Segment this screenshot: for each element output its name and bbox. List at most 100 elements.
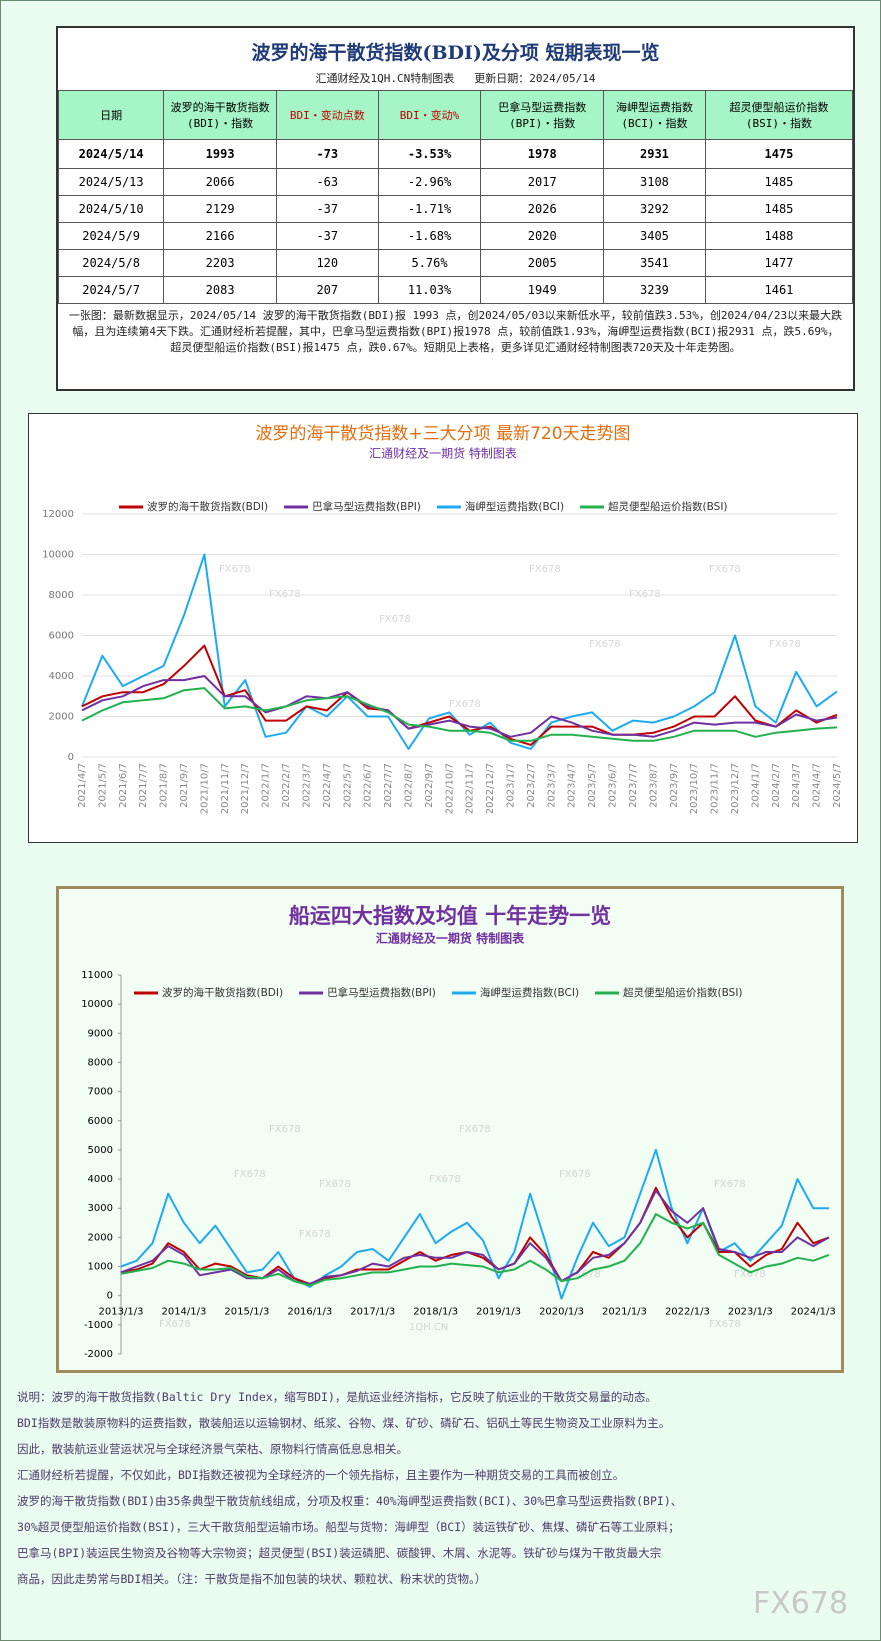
table-row: 2024/5/7 2083 207 11.03% 1949 3239 1461 [57, 276, 854, 304]
x-tick-label: 2022/9/7 [424, 763, 435, 808]
x-tick-label: 2021/9/7 [179, 763, 190, 808]
watermark: FX678 [234, 1169, 266, 1180]
x-tick-label: 2022/5/7 [342, 763, 353, 808]
table-cell: 11.03% [377, 276, 482, 304]
y-tick-label: 6000 [88, 1116, 113, 1127]
watermark: FX678 [219, 564, 251, 575]
y-tick-label: 4000 [49, 671, 74, 682]
y-tick-label: 9000 [88, 1028, 113, 1039]
table-cell: 1485 [704, 168, 854, 196]
column-header: BDI・变动点数 [275, 90, 379, 140]
y-tick-label: 4000 [88, 1174, 113, 1185]
x-tick-label: 2023/9/7 [669, 763, 680, 808]
y-tick-label: 7000 [88, 1087, 113, 1098]
x-tick-label: 2018/1/3 [413, 1307, 458, 1318]
table-cell: -63 [275, 168, 379, 196]
table-cell: 1461 [704, 276, 854, 304]
table-cell: 207 [275, 276, 379, 304]
table-cell: 2083 [163, 276, 277, 304]
table-cell: 2024/5/7 [57, 276, 165, 304]
watermark: FX678 [299, 1229, 331, 1240]
watermark: FX678 [269, 1124, 301, 1135]
note-line: 因此，散装航运业营运状况与全球经济景气荣枯、原物料行情高低息息相关。 [17, 1442, 408, 1456]
series-line [120, 1189, 830, 1285]
chart-subtitle: 汇通财经及一期货 特制图表 [369, 446, 517, 461]
watermark: FX678 [159, 1319, 191, 1330]
x-tick-label: 2022/11/7 [465, 763, 476, 814]
x-tick-label: 2023/11/7 [710, 763, 721, 814]
x-tick-label: 2023/7/7 [628, 763, 639, 808]
table-cell: -73 [275, 139, 379, 169]
y-tick-label: 0 [107, 1291, 113, 1302]
x-tick-label: 2023/4/7 [567, 763, 578, 808]
table-cell: 2931 [603, 139, 706, 169]
watermark: FX678 [319, 1179, 351, 1190]
x-tick-label: 2021/8/7 [159, 763, 170, 808]
note-line: BDI指数是散装原物料的运费指数，散装船运以运输钢材、纸浆、谷物、煤、矿砂、磷矿… [17, 1416, 671, 1430]
column-header-line: 日期 [100, 109, 123, 122]
watermark: FX678 [459, 1124, 491, 1135]
table-cell: 3239 [603, 276, 706, 304]
x-tick-label: 2022/3/7 [301, 763, 312, 808]
table-cell: 2005 [480, 249, 604, 277]
table-cell: 2129 [163, 195, 277, 223]
table-cell: 2024/5/8 [57, 249, 165, 277]
table-cell: 3541 [603, 249, 706, 277]
table-cell: 2203 [163, 249, 277, 277]
table-row: 2024/5/9 2166 -37 -1.68% 2020 3405 1488 [57, 222, 854, 250]
column-header-line: 巴拿马型运费指数 [498, 101, 587, 114]
x-tick-label: 2022/8/7 [403, 763, 414, 808]
update-date: 更新日期：2024/05/14 [474, 72, 596, 85]
x-tick-label: 2024/1/3 [791, 1307, 836, 1318]
table-cell: 3108 [603, 168, 706, 196]
table-cell: 1477 [704, 249, 854, 277]
summary: 一张图：最新数据显示，2024/05/14 波罗的海干散货指数(BDI)报 19… [68, 309, 843, 354]
x-tick-label: 2021/4/7 [77, 763, 88, 808]
table-cell: 5.76% [377, 249, 482, 277]
x-tick-label: 2021/11/7 [220, 763, 231, 814]
table-cell: -2.96% [377, 168, 482, 196]
y-tick-label: 2000 [49, 712, 74, 723]
column-header: 波罗的海干散货指数 (BDI)・指数 [163, 90, 277, 140]
x-tick-label: 2022/6/7 [363, 763, 374, 808]
note-line: 巴拿马(BPI)装运民生物资及谷物等大宗物资；超灵便型(BSI)装运磷肥、碳酸钾… [17, 1546, 662, 1560]
column-header: BDI・变动% [377, 90, 482, 140]
x-tick-label: 2024/4/7 [812, 763, 823, 808]
table-row: 2024/5/8 2203 120 5.76% 2005 3541 1477 [57, 249, 854, 277]
column-header-line: (BPI)・指数 [509, 117, 576, 130]
legend-label: 海岬型运费指数(BCI) [465, 500, 564, 513]
y-tick-label: -1000 [84, 1320, 113, 1331]
x-tick-label: 2023/3/7 [546, 763, 557, 808]
series-line [120, 1213, 830, 1287]
column-header-line: BDI・变动点数 [289, 109, 365, 122]
table-row: 2024/5/13 2066 -63 -2.96% 2017 3108 1485 [57, 168, 854, 196]
x-tick-label: 2024/3/7 [791, 763, 802, 808]
table-cell: 3292 [603, 195, 706, 223]
y-tick-label: 1000 [88, 1262, 113, 1273]
x-tick-label: 2019/1/3 [476, 1307, 521, 1318]
note-line: 商品，因此走势常与BDI相关。（注：干散货是指不加包装的块状、颗粒状、粉末状的货… [17, 1572, 487, 1586]
y-tick-label: 11000 [81, 970, 113, 981]
x-tick-label: 2017/1/3 [350, 1307, 395, 1318]
note-line: 说明：波罗的海干散货指数(Baltic Dry Index，缩写BDI)，是航运… [17, 1390, 657, 1404]
x-tick-label: 2023/12/7 [730, 763, 741, 814]
table-cell: 2024/5/10 [57, 195, 165, 223]
watermark: FX678 [589, 639, 621, 650]
table-cell: 2066 [163, 168, 277, 196]
table-cell: 1949 [480, 276, 604, 304]
x-tick-label: 2021/1/3 [602, 1307, 647, 1318]
x-tick-label: 2021/10/7 [199, 763, 210, 814]
chart-title: 波罗的海干散货指数+三大分项 最新720天走势图 [255, 424, 630, 444]
table-cell: -37 [275, 222, 379, 250]
table-row: 2024/5/14 1993 -73 -3.53% 1978 2931 1475 [57, 139, 854, 169]
x-tick-label: 2022/1/7 [261, 763, 272, 808]
y-tick-label: 8000 [88, 1057, 113, 1068]
legend-label: 海岬型运费指数(BCI) [480, 986, 579, 999]
table-cell: -1.68% [377, 222, 482, 250]
table-cell: 2024/5/9 [57, 222, 165, 250]
column-header-line: (BDI)・指数 [187, 117, 254, 130]
x-tick-label: 2023/8/7 [648, 763, 659, 808]
